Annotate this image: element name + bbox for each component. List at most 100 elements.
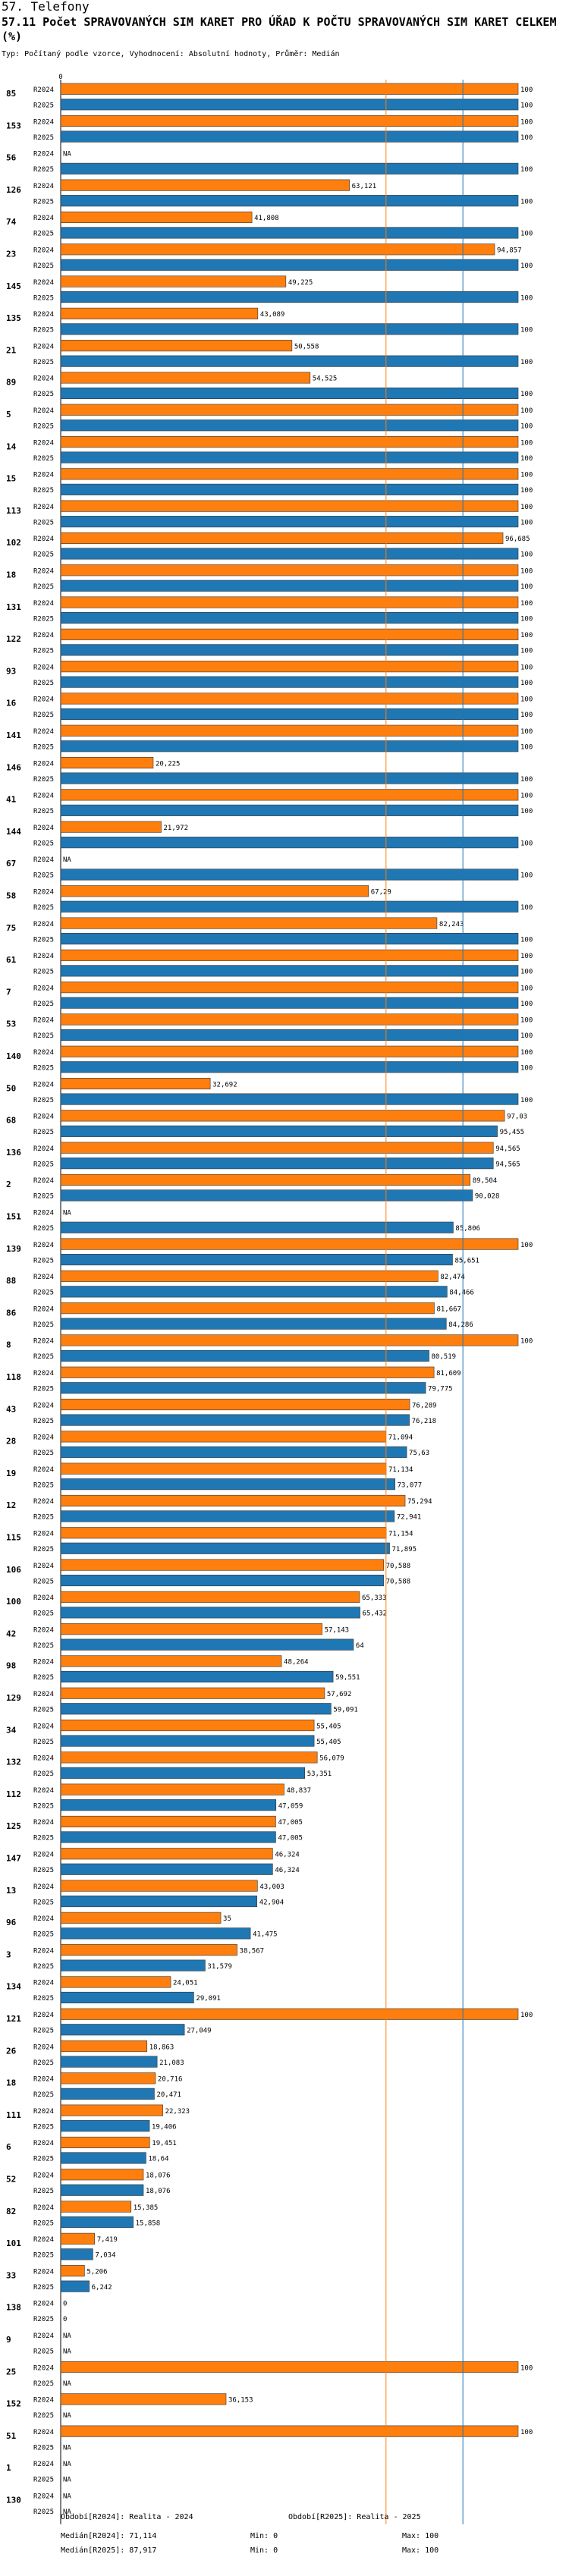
bar-value-label: 0 [63, 2316, 67, 2323]
bar-r2025 [60, 1382, 426, 1394]
series-label-r2025: R2025 [33, 680, 54, 687]
bar-r2024 [60, 1334, 519, 1346]
row-id-label: 113 [6, 506, 21, 516]
bar-r2025 [60, 2120, 150, 2132]
bar-r2025 [60, 419, 519, 432]
bar-value-label: 41,475 [253, 1931, 278, 1939]
series-label-r2024: R2024 [33, 1691, 54, 1698]
series-label-r2024: R2024 [33, 1755, 54, 1763]
series-label-r2024: R2024 [33, 921, 54, 928]
row-id-label: 12 [6, 1500, 16, 1510]
row-id-label: 88 [6, 1276, 16, 1286]
bar-r2024 [60, 2136, 150, 2148]
bar-r2024 [60, 1912, 222, 1924]
bar-r2025 [60, 900, 519, 913]
series-label-r2024: R2024 [33, 504, 54, 511]
bar-value-label: 100 [520, 1242, 533, 1249]
series-label-r2025: R2025 [33, 1097, 54, 1104]
bar-value-label: 42,904 [259, 1899, 284, 1906]
bar-value-label: 15,858 [136, 2219, 161, 2227]
bar-value-label: NA [63, 2508, 71, 2516]
bar-r2024 [60, 1751, 318, 1764]
row-id-label: 111 [6, 2110, 21, 2120]
bar-value-label: 0 [63, 2301, 67, 2308]
series-label-r2024: R2024 [33, 1852, 54, 1859]
bar-value-label: 18,076 [146, 2172, 171, 2180]
bar-value-label: 100 [520, 391, 533, 398]
bar-r2025 [60, 2280, 90, 2292]
row-id-label: 5 [6, 410, 11, 419]
series-label-r2024: R2024 [33, 728, 54, 736]
row-id-label: 138 [6, 2303, 21, 2313]
row-id-label: 152 [6, 2399, 21, 2409]
bar-r2025 [60, 1318, 447, 1330]
bar-value-label: 100 [520, 294, 533, 302]
bar-value-label: 57,143 [325, 1626, 350, 1634]
bar-value-label: 100 [520, 600, 533, 608]
series-label-r2025: R2025 [33, 1963, 54, 1971]
legend-median-2024: Medián[R2024]: 71,114 [61, 2532, 157, 2540]
series-label-r2024: R2024 [33, 1081, 54, 1089]
bar-value-label: 85,806 [455, 1225, 480, 1233]
series-label-r2025: R2025 [33, 1193, 54, 1201]
bar-value-label: 65,333 [362, 1594, 387, 1602]
bar-r2025 [60, 1991, 194, 2003]
bar-r2025 [60, 1767, 306, 1779]
bar-value-label: 47,059 [278, 1802, 303, 1810]
bar-r2024 [60, 468, 519, 480]
bar-value-label: 79,775 [428, 1386, 453, 1393]
bar-value-label: 5,206 [86, 2268, 107, 2276]
series-label-r2025: R2025 [33, 2059, 54, 2067]
row-id-label: 42 [6, 1629, 16, 1638]
bar-value-label: 100 [520, 568, 533, 576]
bar-value-label: 47,005 [278, 1835, 303, 1842]
bar-r2024 [60, 1559, 384, 1571]
series-label-r2025: R2025 [33, 2477, 54, 2484]
bar-r2024 [60, 307, 259, 319]
series-label-r2024: R2024 [33, 1659, 54, 1667]
bar-value-label: 64 [356, 1642, 364, 1650]
bar-value-label: 100 [520, 134, 533, 142]
bar-value-label: 100 [520, 407, 533, 415]
series-label-r2025: R2025 [33, 1065, 54, 1073]
bar-r2025 [60, 1125, 498, 1137]
bar-value-label: 94,565 [495, 1145, 520, 1153]
bar-value-label: 82,243 [439, 921, 464, 928]
bar-value-label: 48,264 [284, 1659, 309, 1667]
series-label-r2024: R2024 [33, 1531, 54, 1538]
series-label-r2024: R2024 [33, 953, 54, 960]
bar-value-label: 38,567 [240, 1947, 265, 1955]
bar-value-label: 100 [520, 439, 533, 447]
row-id-label: 134 [6, 1982, 21, 1992]
bar-r2024 [60, 115, 519, 127]
series-label-r2024: R2024 [33, 632, 54, 639]
bar-value-label: 6,242 [92, 2284, 112, 2292]
series-label-r2024: R2024 [33, 2461, 54, 2468]
bar-r2024 [60, 1173, 471, 1186]
row-id-label: 101 [6, 2238, 21, 2248]
bar-r2024 [60, 1110, 505, 1122]
bar-value-label: 94,857 [497, 247, 522, 255]
series-label-r2025: R2025 [33, 1802, 54, 1810]
bar-value-label: 59,551 [335, 1674, 360, 1682]
series-label-r2024: R2024 [33, 1787, 54, 1795]
bar-value-label: 76,218 [412, 1418, 437, 1425]
bar-value-label: 48,837 [286, 1787, 311, 1795]
row-id-label: 122 [6, 634, 21, 644]
bar-value-label: 100 [520, 872, 533, 880]
bar-value-label: 18,863 [149, 2044, 174, 2051]
bar-r2025 [60, 869, 519, 881]
series-label-r2025: R2025 [33, 455, 54, 463]
series-label-r2024: R2024 [33, 2333, 54, 2340]
bar-value-label: 73,077 [398, 1481, 423, 1489]
series-label-r2024: R2024 [33, 439, 54, 447]
row-id-label: 144 [6, 827, 21, 837]
section-heading: 57. Telefony [2, 0, 90, 14]
chart-title: 57.11 Počet SPRAVOVANÝCH SIM KARET PRO Ú… [2, 15, 557, 43]
bar-r2025 [60, 1189, 473, 1202]
bar-r2024 [60, 1623, 322, 1635]
bar-value-label: 100 [520, 840, 533, 847]
bar-r2024 [60, 404, 519, 416]
row-id-label: 141 [6, 730, 21, 740]
bar-r2024 [60, 1880, 258, 1892]
